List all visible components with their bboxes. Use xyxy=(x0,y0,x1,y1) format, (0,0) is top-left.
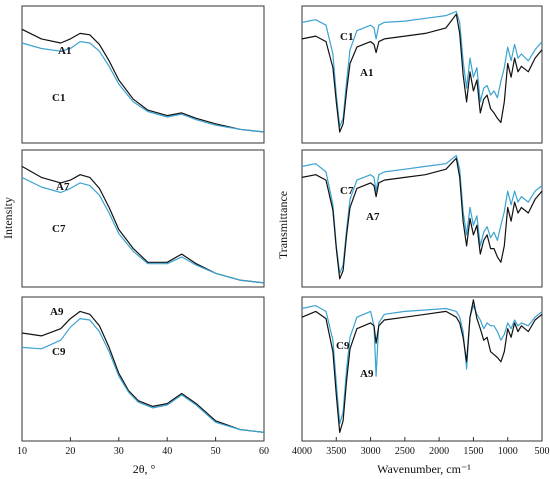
xrd-bottom-panel: 10 20 30 40 50 60 A9 C9 xyxy=(17,296,269,457)
series-label-A1: A1 xyxy=(58,45,71,57)
xrd-y-axis-title: Intensity xyxy=(1,197,15,239)
series-label-C1: C1 xyxy=(52,92,65,104)
x-tick-label: 500 xyxy=(535,446,550,457)
series-line-C7 xyxy=(301,154,543,274)
series-line-C9 xyxy=(301,305,543,425)
x-tick-label: 20 xyxy=(65,446,75,457)
series-line-C1 xyxy=(301,10,543,128)
series-label-C7: C7 xyxy=(52,223,66,235)
ftir-top-frame xyxy=(301,5,543,144)
series-line-A7 xyxy=(21,165,265,284)
series-line-A7 xyxy=(301,157,543,280)
ftir-bottom-frame xyxy=(301,296,543,442)
xrd-x-axis-title: 2θ, ° xyxy=(133,462,156,476)
series-label-A9: A9 xyxy=(360,368,374,380)
xrd-middle-frame xyxy=(21,149,265,288)
series-label-C9: C9 xyxy=(336,340,350,352)
series-line-C7 xyxy=(21,176,265,284)
ftir-top-panel: C1 A1 xyxy=(301,5,543,144)
x-tick-label: 2000 xyxy=(429,446,449,457)
ftir-middle-panel: C7 A7 xyxy=(301,149,543,288)
x-tick-label: 30 xyxy=(114,446,124,457)
xrd-bottom-frame xyxy=(21,296,265,442)
series-label-C9: C9 xyxy=(52,346,66,358)
x-tick-label: 60 xyxy=(259,446,269,457)
series-label-A1: A1 xyxy=(360,67,373,79)
x-tick-label: 4000 xyxy=(292,446,312,457)
x-tick-label: 3500 xyxy=(326,446,346,457)
x-tick-label: 1000 xyxy=(498,446,518,457)
series-line-A1 xyxy=(301,13,543,133)
x-tick-label: 2500 xyxy=(395,446,415,457)
x-tick-label: 3000 xyxy=(361,446,381,457)
series-line-C9 xyxy=(21,318,265,433)
xrd-top-frame xyxy=(21,5,265,144)
series-label-A7: A7 xyxy=(366,211,380,223)
series-label-A9: A9 xyxy=(50,306,64,318)
ftir-bottom-panel: 4000 3500 3000 2500 2000 1500 1000 500 C9 A9 xyxy=(292,296,550,457)
series-line-A9 xyxy=(301,299,543,433)
x-tick-label: 50 xyxy=(211,446,221,457)
ftir-x-axis-title: Wavenumber, cm⁻¹ xyxy=(377,462,471,476)
series-line-A1 xyxy=(21,28,265,133)
ftir-y-axis-title: Transmittance xyxy=(276,191,290,259)
ftir-middle-frame xyxy=(301,149,543,288)
series-label-A7: A7 xyxy=(56,181,70,193)
xrd-top-panel: A1 C1 xyxy=(21,5,265,144)
series-line-A9 xyxy=(21,310,265,433)
x-tick-label: 10 xyxy=(17,446,27,457)
series-label-C1: C1 xyxy=(340,31,353,43)
series-label-C7: C7 xyxy=(340,185,354,197)
x-tick-label: 1500 xyxy=(463,446,483,457)
x-tick-label: 40 xyxy=(162,446,172,457)
series-line-C1 xyxy=(21,41,265,133)
xrd-middle-panel: A7 C7 xyxy=(21,149,265,288)
